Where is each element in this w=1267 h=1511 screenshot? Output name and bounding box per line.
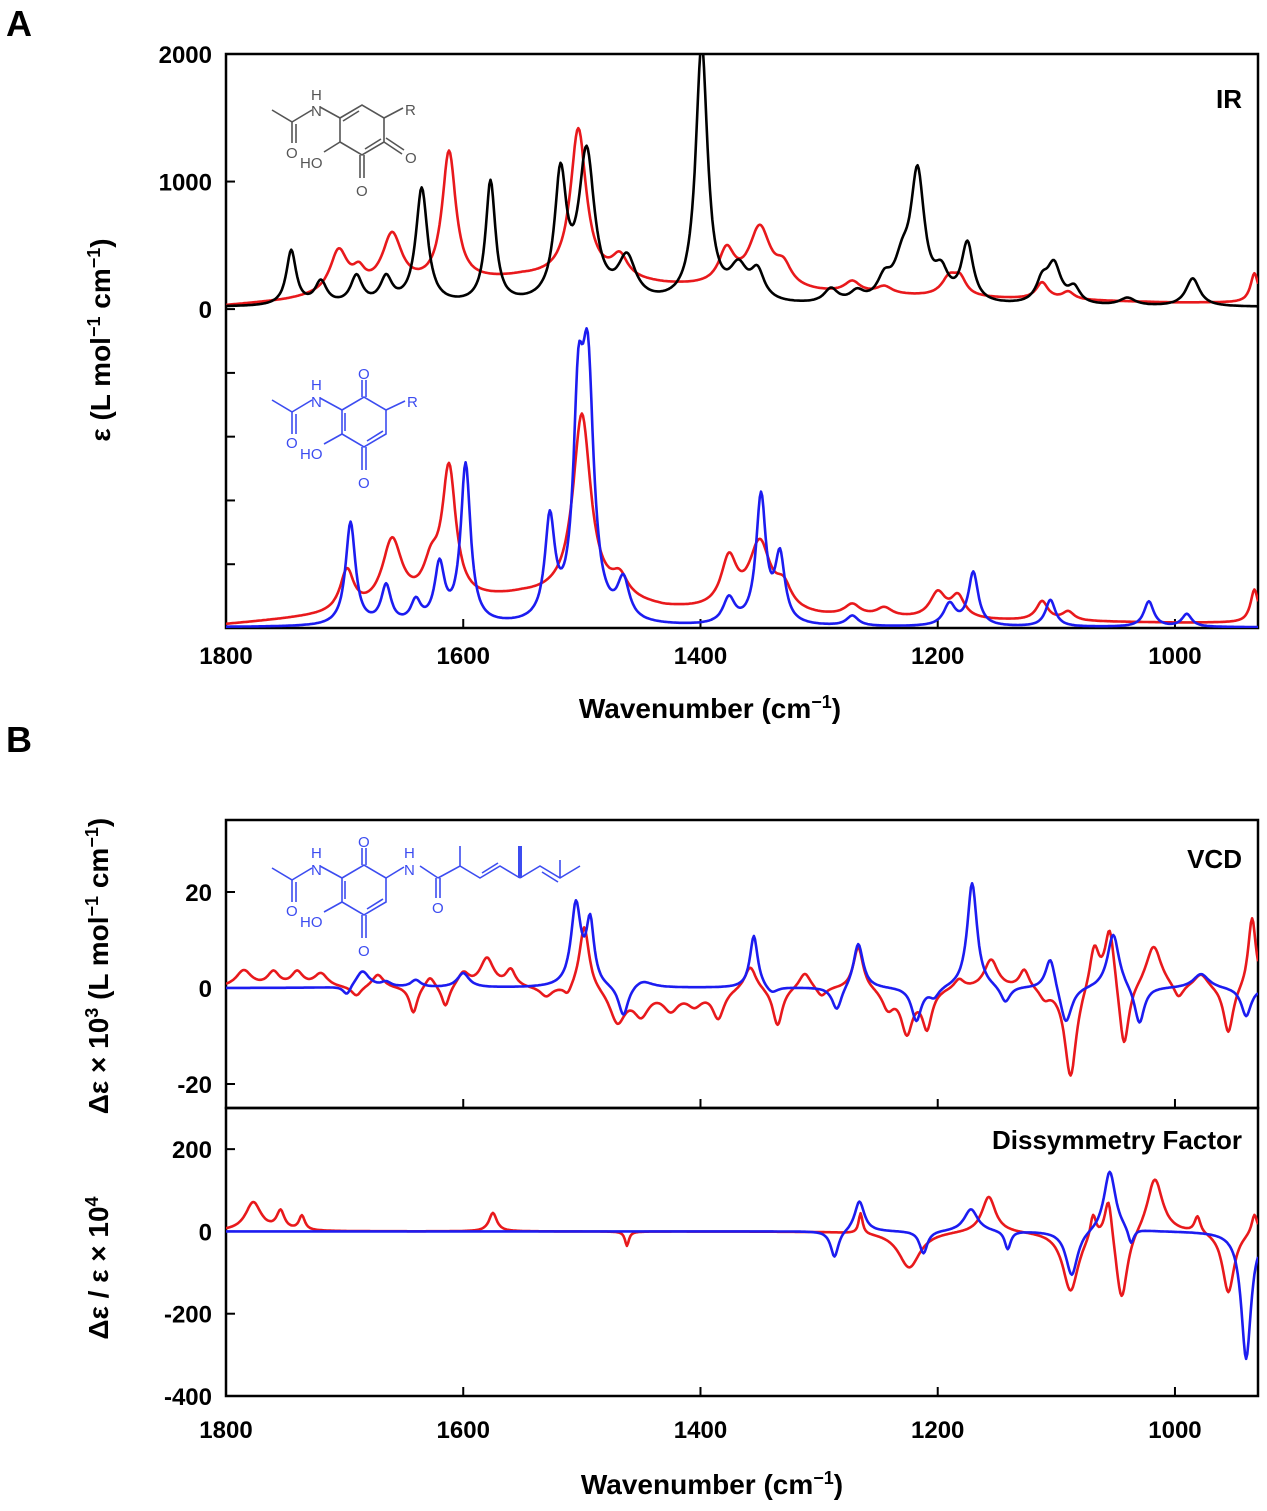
series-layer <box>226 54 1258 1361</box>
atom-o: O <box>405 150 417 167</box>
y-axis-label-vcd: Δε × 103 (L mol−1 cm−1) <box>82 818 114 1114</box>
atom-o: O <box>432 900 444 917</box>
x-tick-label: 1000 <box>1148 643 1201 670</box>
atom-o: O <box>358 943 370 960</box>
x-tick-label: 1800 <box>199 1417 252 1444</box>
atom-h: H <box>311 87 322 104</box>
structure-vcd-atoms: H N O H N O HO O O <box>286 834 444 960</box>
y-tick-label: -20 <box>177 1072 212 1099</box>
y-tick-label: 0 <box>199 1219 212 1246</box>
atom-ho: HO <box>300 914 323 931</box>
atom-o: O <box>356 183 368 200</box>
y-tick-label: 0 <box>199 976 212 1003</box>
atom-h: H <box>311 377 322 394</box>
y-axis-label-ir: ε (L mol−1 cm−1) <box>84 238 116 441</box>
atom-n: N <box>311 862 322 879</box>
x-tick-label: 1200 <box>911 1417 964 1444</box>
y-tick-label: -400 <box>164 1384 212 1411</box>
y-tick-label: 1000 <box>159 170 212 197</box>
y-tick-label: 20 <box>185 880 212 907</box>
ir-plot-frame <box>224 52 1260 630</box>
atom-o: O <box>358 475 370 492</box>
wedge-bond <box>518 846 522 878</box>
vcd-plot-frame <box>224 818 1260 1110</box>
structure-ir-blue-atoms: H N O R O HO O <box>286 366 418 492</box>
structure-vcd <box>271 846 581 938</box>
atom-ho: HO <box>300 446 323 463</box>
y-axis-label-diss: Δε / ε × 104 <box>82 1196 114 1339</box>
diss-plot-frame <box>224 1106 1260 1398</box>
atom-ho: HO <box>300 155 323 172</box>
atom-o: O <box>286 145 298 162</box>
x-tick-label: 1000 <box>1148 1417 1201 1444</box>
x-tick-label: 1400 <box>674 643 727 670</box>
y-tick-label: -200 <box>164 1302 212 1329</box>
structure-ir-black <box>271 104 405 178</box>
diss-tag: Dissymmetry Factor <box>992 1125 1242 1155</box>
y-tick-label: 200 <box>172 1137 212 1164</box>
atom-o: O <box>358 834 370 851</box>
atom-o: O <box>286 435 298 452</box>
vcd-tag: VCD <box>1187 844 1242 874</box>
x-tick-label: 1600 <box>437 1417 490 1444</box>
atom-r: R <box>405 102 416 119</box>
series-experimental-upper- <box>226 126 1258 307</box>
atom-o: O <box>358 366 370 383</box>
y-tick-label: 2000 <box>159 42 212 69</box>
atom-h: H <box>404 845 415 862</box>
x-axis-label-a: Wavenumber (cm−1) <box>579 692 841 724</box>
series-calculated <box>226 882 1258 1024</box>
atom-n: N <box>311 103 322 120</box>
series-experimental-lower- <box>226 412 1258 626</box>
structure-ir-blue <box>271 380 406 470</box>
structure-ir-black-atoms: H N R O HO O O <box>286 87 417 200</box>
x-axis-label-b: Wavenumber (cm−1) <box>581 1468 843 1500</box>
atom-o: O <box>286 903 298 920</box>
ir-tag: IR <box>1216 84 1242 114</box>
x-tick-label: 1400 <box>674 1417 727 1444</box>
series-calculated-lower- <box>226 327 1258 628</box>
panel-letter-a: A <box>6 3 32 44</box>
x-tick-label: 1600 <box>437 643 490 670</box>
series-calculated <box>226 1170 1258 1361</box>
x-tick-label: 1800 <box>199 643 252 670</box>
atom-n: N <box>311 394 322 411</box>
y-tick-label: 0 <box>199 297 212 324</box>
x-tick-label: 1200 <box>911 643 964 670</box>
atom-h: H <box>311 845 322 862</box>
panel-letter-b: B <box>6 719 32 760</box>
series-experimental <box>226 917 1258 1077</box>
atom-n: N <box>404 862 415 879</box>
series-calculated-upper- <box>226 54 1258 308</box>
atom-r: R <box>407 394 418 411</box>
